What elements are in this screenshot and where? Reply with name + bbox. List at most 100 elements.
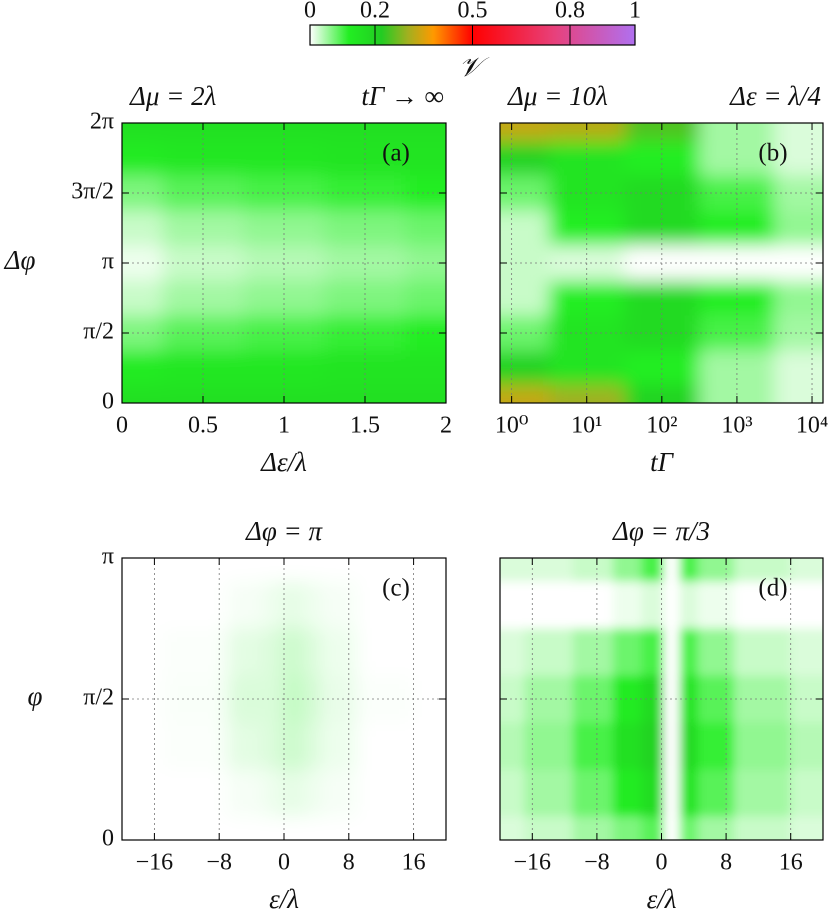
- heatmap-cell: [663, 722, 681, 770]
- heatmap-cell: [734, 675, 792, 723]
- heatmap-cell: [413, 628, 446, 676]
- heatmap-cell: [300, 722, 321, 770]
- panel-title: tΓ → ∞: [361, 81, 444, 111]
- heatmap-cell: [263, 722, 285, 770]
- heatmap-cell: [790, 816, 823, 840]
- colorbar-label: 𝒱: [459, 52, 490, 82]
- heatmap-cell: [500, 816, 525, 840]
- y-tick-label: π: [102, 544, 114, 570]
- heatmap-cells: [500, 558, 823, 840]
- x-tick-label: 8: [343, 850, 355, 876]
- y-tick-label: π/2: [83, 319, 114, 345]
- heatmap-cell: [122, 628, 163, 676]
- x-tick-label: 1.5: [350, 413, 380, 439]
- heatmap-cell: [320, 628, 358, 676]
- colorbar-tick-label: 0: [304, 0, 316, 24]
- heatmap-cell: [227, 628, 265, 676]
- heatmap-cell: [697, 628, 735, 676]
- heatmap-cell: [413, 722, 446, 770]
- heatmap-cell: [613, 558, 642, 582]
- heatmap-cell: [263, 816, 285, 840]
- panel-title: Δφ = π: [245, 516, 324, 546]
- heatmap-cell: [300, 558, 321, 582]
- heatmap-cell: [613, 581, 642, 629]
- heatmap-cell: [122, 210, 163, 246]
- heatmap-cell: [162, 558, 228, 582]
- heatmap-cell: [405, 385, 446, 403]
- heatmap-cell: [697, 816, 735, 840]
- heatmap-cell: [679, 722, 699, 770]
- heatmap-cell: [524, 722, 574, 770]
- heatmap-cell: [500, 628, 525, 676]
- heatmap-cell: [122, 350, 163, 386]
- heatmap-cell: [774, 175, 823, 211]
- heatmap-cell: [162, 628, 228, 676]
- heatmap-cell: [405, 280, 446, 316]
- x-tick-label: 10⁴: [796, 413, 828, 439]
- heatmap-cell: [356, 675, 415, 723]
- heatmap-cell: [697, 558, 735, 582]
- heatmap-cell: [641, 675, 665, 723]
- heatmap-cell: [122, 769, 163, 817]
- y-axis-label: φ: [28, 681, 43, 711]
- heatmap-cell: [263, 558, 285, 582]
- heatmap-cell: [572, 628, 614, 676]
- heatmap-cell: [734, 722, 792, 770]
- heatmap-cell: [263, 769, 285, 817]
- frame: [499, 557, 824, 841]
- panel-title: Δφ = π/3: [612, 516, 710, 546]
- heatmap-cell: [572, 581, 614, 629]
- heatmap-cell: [774, 140, 823, 176]
- heatmap-cell: [227, 558, 265, 582]
- heatmap-cell: [500, 123, 550, 141]
- heatmap-cell: [122, 140, 163, 176]
- heatmap-cell: [122, 385, 163, 403]
- heatmap-cell: [679, 769, 699, 817]
- heatmap-cell: [663, 816, 681, 840]
- frame: [499, 122, 824, 404]
- x-tick-label: 10¹: [571, 413, 602, 439]
- heatmap-cell: [227, 722, 265, 770]
- x-tick-label: 0: [656, 850, 668, 876]
- heatmap-cell: [697, 581, 735, 629]
- heatmap-cell: [734, 558, 792, 582]
- heatmap-cell: [500, 210, 550, 246]
- heatmap-cell: [524, 769, 574, 817]
- heatmap-cell: [699, 123, 775, 141]
- y-tick-label: 0: [102, 389, 114, 415]
- heatmap-cell: [413, 769, 446, 817]
- heatmap-cell: [284, 816, 301, 840]
- y-tick-label: 2π: [90, 109, 114, 135]
- heatmap-cell: [284, 722, 301, 770]
- heatmap-cell: [263, 581, 285, 629]
- heatmap-cell: [774, 385, 823, 403]
- heatmap-cell: [734, 769, 792, 817]
- heatmap-cell: [300, 816, 321, 840]
- heatmap-cell: [734, 581, 792, 629]
- heatmap-cell: [663, 769, 681, 817]
- heatmap-cell: [500, 350, 550, 386]
- colorbar-tick-label: 0.8: [555, 0, 585, 24]
- heatmap-cell: [413, 558, 446, 582]
- heatmap-cell: [641, 722, 665, 770]
- heatmap-cell: [613, 722, 642, 770]
- heatmap-cell: [263, 628, 285, 676]
- heatmap-cell: [734, 628, 792, 676]
- panel-label: (b): [758, 140, 787, 167]
- heatmap-cell: [679, 581, 699, 629]
- x-axis-label: ε/λ: [647, 884, 677, 914]
- heatmap-cell: [524, 581, 574, 629]
- heatmap-cell: [356, 816, 415, 840]
- x-axis-label: tΓ: [650, 447, 675, 477]
- heatmap-cell: [243, 123, 325, 141]
- heatmap-cell: [790, 769, 823, 817]
- heatmap-cell: [790, 628, 823, 676]
- heatmap-cell: [663, 628, 681, 676]
- heatmap-cell: [572, 675, 614, 723]
- heatmap-cell: [320, 769, 358, 817]
- heatmap-cell: [524, 628, 574, 676]
- heatmap-cell: [663, 581, 681, 629]
- panel-label: (a): [382, 140, 410, 167]
- heatmap-cell: [284, 628, 301, 676]
